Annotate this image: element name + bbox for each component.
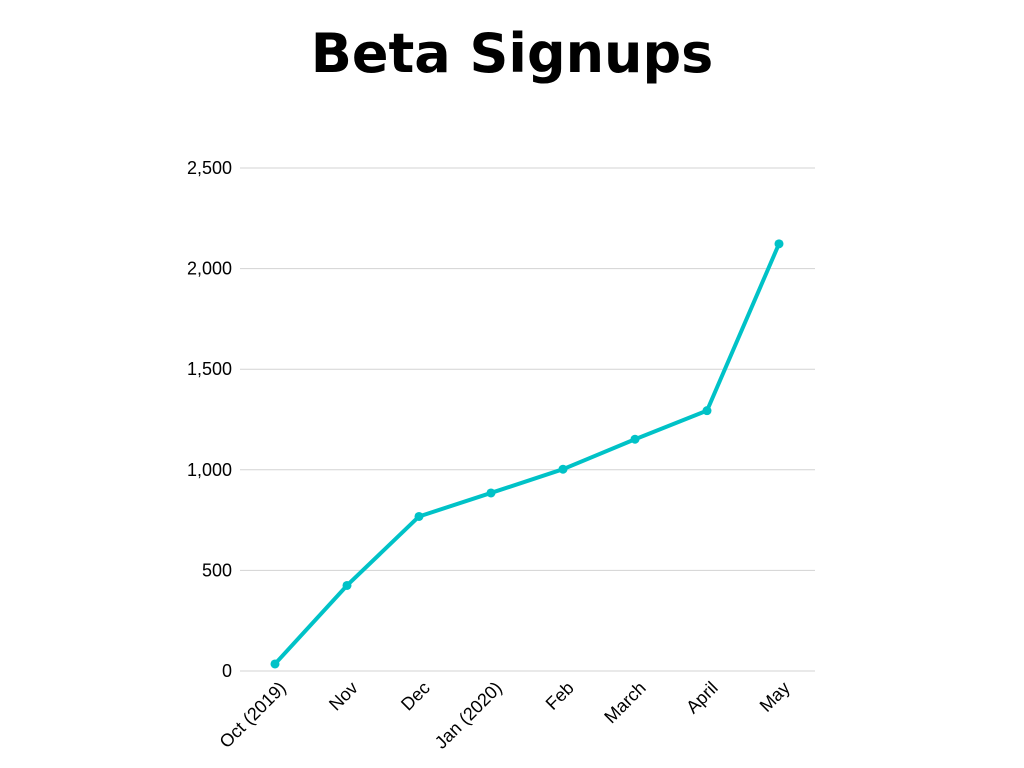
data-point: [702, 406, 712, 416]
y-tick-label: 500: [202, 560, 232, 580]
x-tick-label: Nov: [325, 678, 362, 715]
x-tick-label: April: [682, 678, 722, 718]
x-tick-label: Feb: [542, 678, 578, 714]
data-point: [774, 239, 784, 249]
y-tick-label: 2,000: [187, 259, 232, 279]
data-point: [558, 464, 568, 474]
data-point: [342, 580, 352, 590]
x-tick-label: May: [756, 678, 794, 716]
data-point: [630, 434, 640, 444]
y-tick-label: 2,500: [187, 158, 232, 178]
data-point: [414, 511, 424, 521]
data-point: [486, 488, 496, 498]
chart-title: Beta Signups: [310, 22, 714, 85]
series-line: [273, 241, 781, 666]
x-tick-label: Oct (2019): [216, 678, 290, 752]
series-layer: [270, 239, 784, 669]
x-tick-label: Jan (2020): [431, 678, 506, 753]
x-tick-label: Dec: [397, 678, 434, 715]
data-point: [270, 659, 280, 669]
y-axis-ticks: 0 500 1,000 1,500 2,000 2,500: [187, 158, 232, 681]
y-tick-label: 1,500: [187, 359, 232, 379]
gridlines: [240, 167, 815, 672]
y-tick-label: 1,000: [187, 460, 232, 480]
y-tick-label: 0: [222, 661, 232, 681]
x-tick-label: March: [600, 678, 650, 728]
